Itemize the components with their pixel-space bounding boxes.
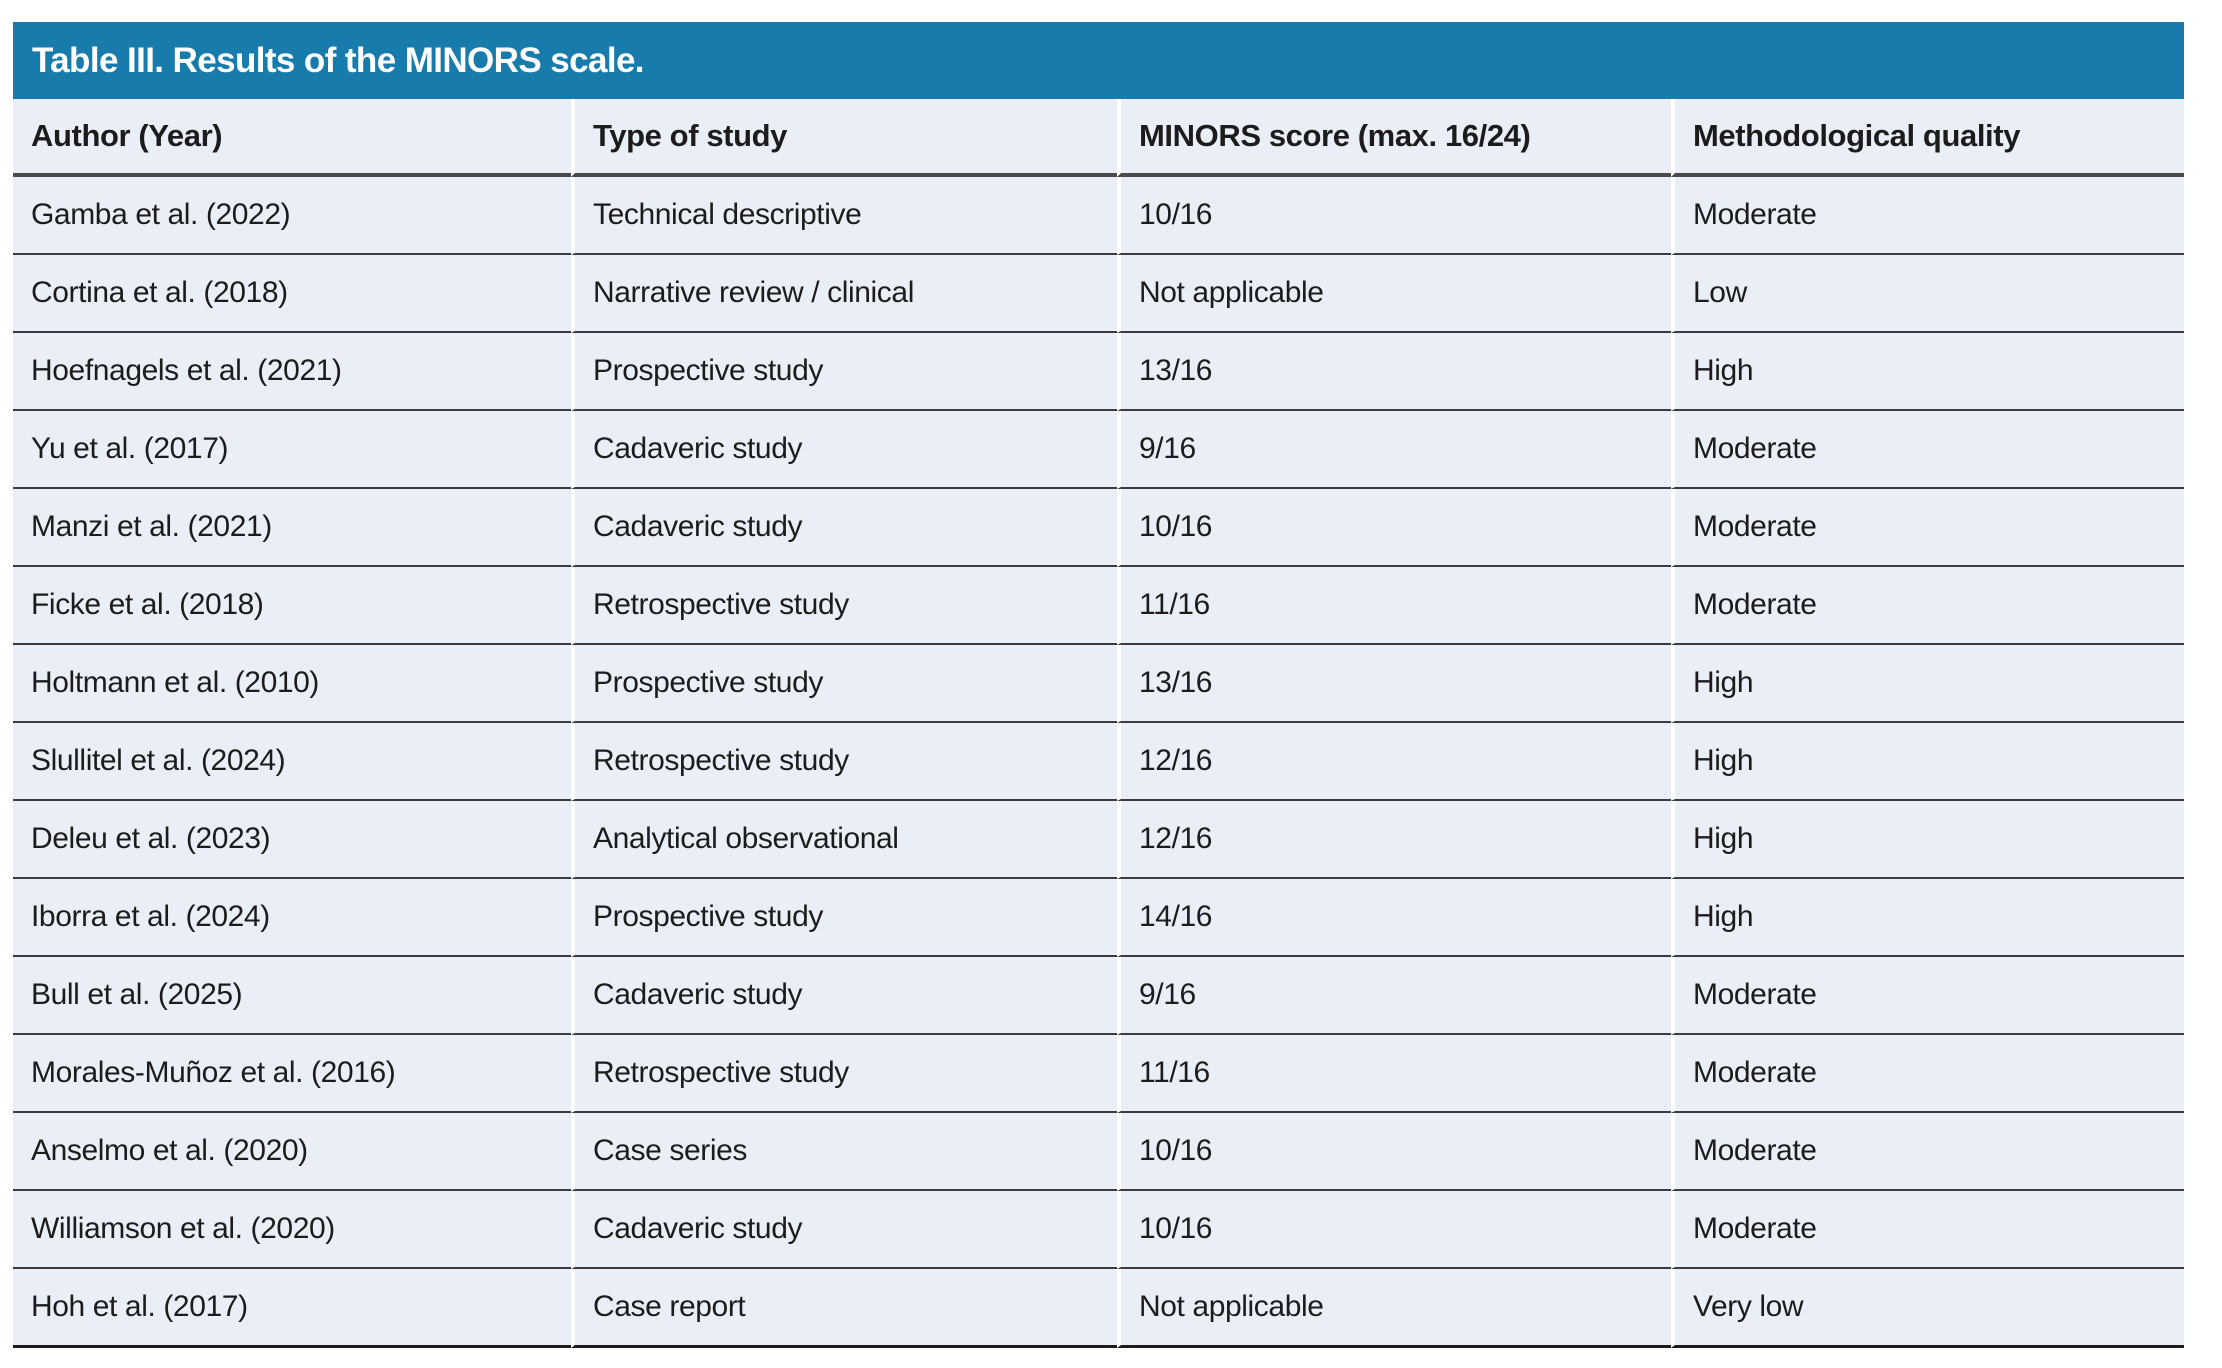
cell-score: Not applicable xyxy=(1117,255,1671,333)
cell-author: Iborra et al. (2024) xyxy=(13,879,571,957)
cell-score: 13/16 xyxy=(1117,645,1671,723)
cell-study-type: Prospective study xyxy=(571,645,1117,723)
table-row: Williamson et al. (2020) Cadaveric study… xyxy=(13,1191,2184,1269)
cell-study-type: Cadaveric study xyxy=(571,957,1117,1035)
cell-study-type: Retrospective study xyxy=(571,1035,1117,1113)
cell-score: 10/16 xyxy=(1117,1113,1671,1191)
cell-author: Bull et al. (2025) xyxy=(13,957,571,1035)
cell-author: Holtmann et al. (2010) xyxy=(13,645,571,723)
cell-quality: Low xyxy=(1671,255,2184,333)
cell-quality: Moderate xyxy=(1671,957,2184,1035)
table-row: Iborra et al. (2024) Prospective study 1… xyxy=(13,879,2184,957)
table-row: Hoefnagels et al. (2021) Prospective stu… xyxy=(13,333,2184,411)
table-title-bar: Table III. Results of the MINORS scale. xyxy=(13,22,2184,99)
cell-quality: High xyxy=(1671,801,2184,879)
cell-quality: Moderate xyxy=(1671,1113,2184,1191)
table-row: Deleu et al. (2023) Analytical observati… xyxy=(13,801,2184,879)
cell-study-type: Case report xyxy=(571,1269,1117,1348)
cell-quality: High xyxy=(1671,723,2184,801)
cell-score: Not applicable xyxy=(1117,1269,1671,1348)
cell-score: 12/16 xyxy=(1117,801,1671,879)
cell-study-type: Cadaveric study xyxy=(571,489,1117,567)
cell-author: Manzi et al. (2021) xyxy=(13,489,571,567)
cell-author: Slullitel et al. (2024) xyxy=(13,723,571,801)
cell-quality: Very low xyxy=(1671,1269,2184,1348)
cell-quality: High xyxy=(1671,879,2184,957)
cell-author: Morales-Muñoz et al. (2016) xyxy=(13,1035,571,1113)
cell-study-type: Case series xyxy=(571,1113,1117,1191)
table-row: Slullitel et al. (2024) Retrospective st… xyxy=(13,723,2184,801)
cell-score: 10/16 xyxy=(1117,177,1671,255)
cell-quality: Moderate xyxy=(1671,489,2184,567)
cell-author: Deleu et al. (2023) xyxy=(13,801,571,879)
table-header-row: Author (Year) Type of study MINORS score… xyxy=(13,99,2184,177)
cell-study-type: Retrospective study xyxy=(571,567,1117,645)
results-table: Author (Year) Type of study MINORS score… xyxy=(13,99,2184,1348)
cell-study-type: Analytical observational xyxy=(571,801,1117,879)
cell-score: 12/16 xyxy=(1117,723,1671,801)
cell-author: Anselmo et al. (2020) xyxy=(13,1113,571,1191)
col-header-study-type: Type of study xyxy=(571,99,1117,177)
cell-score: 9/16 xyxy=(1117,411,1671,489)
cell-score: 10/16 xyxy=(1117,489,1671,567)
cell-score: 13/16 xyxy=(1117,333,1671,411)
cell-author: Hoefnagels et al. (2021) xyxy=(13,333,571,411)
table-row: Bull et al. (2025) Cadaveric study 9/16 … xyxy=(13,957,2184,1035)
cell-score: 14/16 xyxy=(1117,879,1671,957)
cell-score: 9/16 xyxy=(1117,957,1671,1035)
cell-quality: Moderate xyxy=(1671,177,2184,255)
table-row: Yu et al. (2017) Cadaveric study 9/16 Mo… xyxy=(13,411,2184,489)
col-header-minors-score: MINORS score (max. 16/24) xyxy=(1117,99,1671,177)
cell-quality: High xyxy=(1671,645,2184,723)
table-row: Cortina et al. (2018) Narrative review /… xyxy=(13,255,2184,333)
cell-score: 11/16 xyxy=(1117,1035,1671,1113)
cell-study-type: Narrative review / clinical xyxy=(571,255,1117,333)
cell-score: 11/16 xyxy=(1117,567,1671,645)
table-row: Holtmann et al. (2010) Prospective study… xyxy=(13,645,2184,723)
table-row: Ficke et al. (2018) Retrospective study … xyxy=(13,567,2184,645)
table-row: Manzi et al. (2021) Cadaveric study 10/1… xyxy=(13,489,2184,567)
cell-study-type: Prospective study xyxy=(571,333,1117,411)
table-title: Table III. Results of the MINORS scale. xyxy=(32,40,645,80)
col-header-author: Author (Year) xyxy=(13,99,571,177)
cell-quality: Moderate xyxy=(1671,567,2184,645)
cell-study-type: Prospective study xyxy=(571,879,1117,957)
cell-study-type: Cadaveric study xyxy=(571,1191,1117,1269)
cell-quality: High xyxy=(1671,333,2184,411)
table-row: Hoh et al. (2017) Case report Not applic… xyxy=(13,1269,2184,1348)
cell-author: Gamba et al. (2022) xyxy=(13,177,571,255)
minors-results-table: Table III. Results of the MINORS scale. … xyxy=(13,22,2184,1348)
col-header-quality: Methodological quality xyxy=(1671,99,2184,177)
cell-author: Hoh et al. (2017) xyxy=(13,1269,571,1348)
cell-author: Cortina et al. (2018) xyxy=(13,255,571,333)
cell-author: Williamson et al. (2020) xyxy=(13,1191,571,1269)
cell-author: Yu et al. (2017) xyxy=(13,411,571,489)
table-row: Anselmo et al. (2020) Case series 10/16 … xyxy=(13,1113,2184,1191)
cell-author: Ficke et al. (2018) xyxy=(13,567,571,645)
table-row: Gamba et al. (2022) Technical descriptiv… xyxy=(13,177,2184,255)
cell-study-type: Cadaveric study xyxy=(571,411,1117,489)
cell-quality: Moderate xyxy=(1671,1035,2184,1113)
cell-score: 10/16 xyxy=(1117,1191,1671,1269)
cell-study-type: Technical descriptive xyxy=(571,177,1117,255)
cell-quality: Moderate xyxy=(1671,1191,2184,1269)
table-row: Morales-Muñoz et al. (2016) Retrospectiv… xyxy=(13,1035,2184,1113)
cell-study-type: Retrospective study xyxy=(571,723,1117,801)
cell-quality: Moderate xyxy=(1671,411,2184,489)
